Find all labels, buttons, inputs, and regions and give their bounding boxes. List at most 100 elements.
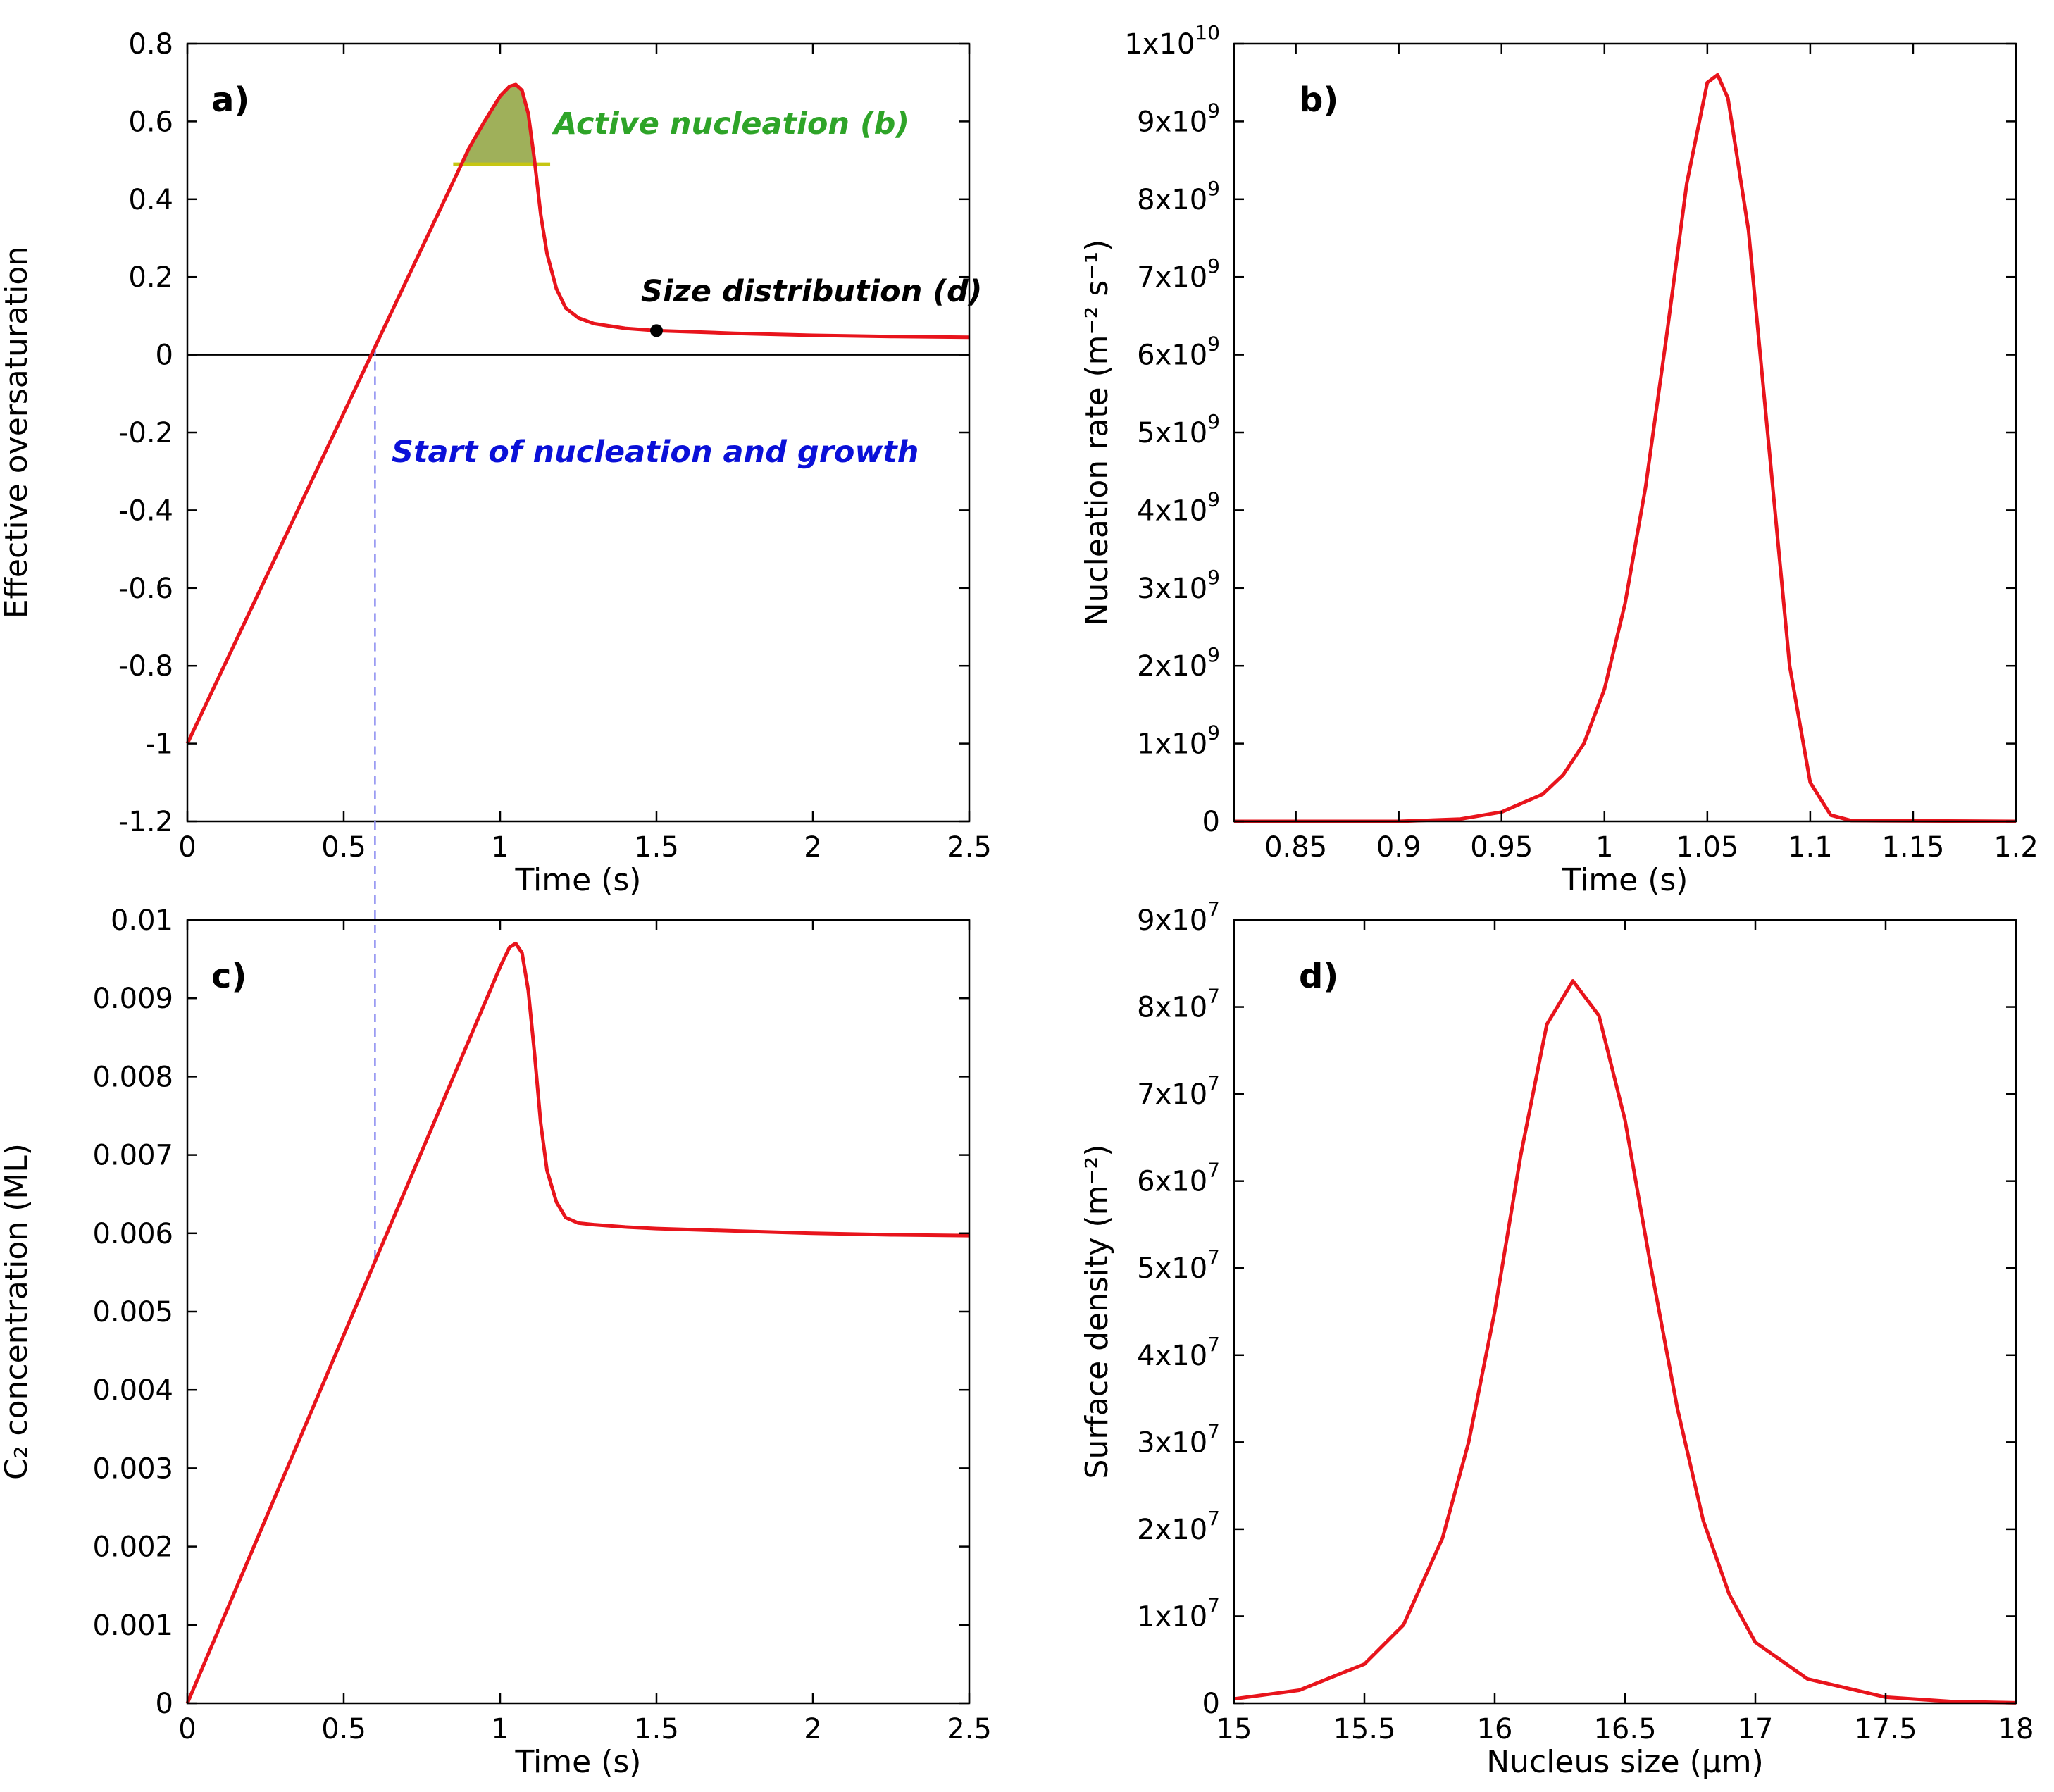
x-tick-label: 2.5 — [947, 831, 992, 864]
panel-label: b) — [1299, 80, 1338, 120]
x-tick-label: 0.85 — [1264, 831, 1327, 864]
y-tick-label: 6x109 — [1137, 332, 1220, 372]
y-tick-exponent: 9 — [1207, 487, 1220, 511]
y-tick-label: 1x107 — [1137, 1593, 1220, 1633]
x-tick-label: 0 — [178, 1713, 196, 1746]
series-line — [185, 82, 970, 745]
panel-label: c) — [211, 957, 247, 996]
y-tick-mantissa: 1x10 — [1124, 28, 1195, 61]
y-tick-mantissa: 8x10 — [1137, 184, 1207, 216]
annotation-active-nucleation: Active nucleation (b) — [552, 106, 909, 142]
series-line — [1233, 979, 2017, 1705]
y-tick-mantissa: 5x10 — [1137, 417, 1207, 449]
y-tick-label: -0.6 — [118, 573, 173, 605]
plot-frame — [186, 919, 971, 1705]
annotation-size-distribution: Size distribution (d) — [641, 274, 982, 309]
x-tick-label: 16 — [1477, 1713, 1513, 1746]
y-tick-mantissa: 6x10 — [1137, 1166, 1207, 1198]
x-tick-label: 1 — [491, 1713, 509, 1746]
y-tick-exponent: 7 — [1207, 1507, 1220, 1530]
y-tick-label: 0 — [1202, 806, 1220, 838]
x-tick-label: 18 — [1998, 1713, 2034, 1746]
y-tick-mantissa: 7x10 — [1137, 261, 1207, 294]
y-tick-label: 0.2 — [128, 261, 173, 294]
panel-label: a) — [211, 80, 249, 120]
y-tick-mantissa: 0 — [1202, 806, 1220, 838]
y-tick-label: -0.8 — [118, 650, 173, 683]
y-tick-label: 0.007 — [92, 1140, 173, 1172]
x-tick-label: 1.5 — [634, 1713, 679, 1746]
x-tick-label: 1.05 — [1676, 831, 1738, 864]
y-tick-mantissa: 3x10 — [1137, 573, 1207, 605]
y-tick-mantissa: 0 — [1202, 1688, 1220, 1720]
y-tick-label: 0.008 — [92, 1061, 173, 1093]
y-tick-exponent: 9 — [1207, 643, 1220, 666]
x-tick-label: 1.15 — [1881, 831, 1944, 864]
annotation-start: Start of nucleation and growth — [392, 435, 919, 470]
y-tick-label: 6x107 — [1137, 1159, 1220, 1198]
x-axis-label: Time (s) — [515, 862, 642, 898]
panel-b-chart: 0.85 0.9 0.95 1 1.05 1.1 1.15 1.201x1092x1093x1… — [1079, 21, 2039, 898]
plot-frame — [1233, 919, 2017, 1705]
y-tick-label: 0.4 — [128, 184, 173, 216]
y-tick-exponent: 7 — [1207, 897, 1220, 921]
y-tick-label: 1x109 — [1137, 721, 1220, 761]
x-tick-label: 0.9 — [1376, 831, 1421, 864]
y-tick-label: 2x109 — [1137, 643, 1220, 683]
y-tick-label: 5x109 — [1137, 410, 1220, 449]
y-tick-mantissa: 1x10 — [1137, 1600, 1207, 1633]
y-tick-exponent: 7 — [1207, 1159, 1220, 1182]
y-tick-mantissa: 4x10 — [1137, 1340, 1207, 1372]
x-tick-label: 0.5 — [321, 831, 366, 864]
y-tick-mantissa: 2x10 — [1137, 1514, 1207, 1546]
y-tick-mantissa: 5x10 — [1137, 1252, 1207, 1285]
ticks: 0 0.5 1 1.5 2 2.5 0.8 0.6 0.4 0.2 0 -0.2 -0.4 -0.6 -0.… — [118, 28, 992, 864]
y-tick-label: 9x107 — [1137, 897, 1220, 937]
y-tick-exponent: 9 — [1207, 99, 1220, 122]
y-tick-mantissa: 9x10 — [1137, 904, 1207, 937]
x-tick-label: 1 — [1595, 831, 1613, 864]
x-tick-label: 2.5 — [947, 1713, 992, 1746]
y-tick-mantissa: 9x10 — [1137, 106, 1207, 138]
panel-a-chart: 0 0.5 1 1.5 2 2.5 0.8 0.6 0.4 0.2 0 -0.2 -0.4 -0.6 -0.… — [0, 28, 992, 898]
y-tick-mantissa: 1x10 — [1137, 728, 1207, 761]
y-tick-label: 0 — [156, 340, 173, 372]
y-tick-label: 0.8 — [128, 28, 173, 61]
y-tick-label: 0 — [1202, 1688, 1220, 1720]
y-tick-exponent: 10 — [1195, 21, 1220, 44]
y-tick-label: 1x1010 — [1124, 21, 1220, 61]
y-tick-exponent: 9 — [1207, 177, 1220, 200]
x-tick-label: 17.5 — [1854, 1713, 1917, 1746]
y-axis-label: C₂ concentration (ML) — [0, 1143, 35, 1480]
y-tick-label: 5x107 — [1137, 1245, 1220, 1285]
y-tick-exponent: 7 — [1207, 1419, 1220, 1443]
x-tick-label: 15 — [1216, 1713, 1252, 1746]
y-tick-label: 0 — [156, 1688, 173, 1720]
ticks: 15 15.5 16 16.5 17 17.5 1801x1072x1073x1074x10… — [1137, 897, 2034, 1746]
y-tick-label: 0.01 — [111, 904, 173, 937]
y-tick-label: 0.002 — [92, 1531, 173, 1564]
y-tick-exponent: 7 — [1207, 1593, 1220, 1617]
ticks: 0.85 0.9 0.95 1 1.05 1.1 1.15 1.201x1092x1093x1… — [1124, 21, 2038, 864]
active-nucleation-area — [461, 85, 535, 165]
y-tick-exponent: 7 — [1207, 1245, 1220, 1269]
y-tick-label: 3x107 — [1137, 1419, 1220, 1459]
panel-label: d) — [1299, 957, 1338, 996]
y-tick-label: -1 — [145, 728, 173, 761]
y-tick-label: 0.009 — [92, 983, 173, 1015]
y-tick-label: 0.006 — [92, 1218, 173, 1250]
ticks: 0 0.5 1 1.5 2 2.5 0.01 0.009 0.008 0.007 0.006 0.00… — [92, 904, 991, 1746]
y-tick-label: -0.2 — [118, 417, 173, 449]
x-axis-label: Time (s) — [515, 1744, 642, 1780]
panel-c-chart: 0 0.5 1 1.5 2 2.5 0.01 0.009 0.008 0.007 0.006 0.00… — [0, 821, 992, 1780]
y-tick-exponent: 9 — [1207, 254, 1220, 278]
y-tick-mantissa: 6x10 — [1137, 340, 1207, 372]
x-tick-label: 2 — [804, 1713, 821, 1746]
y-tick-label: 0.6 — [128, 106, 173, 138]
x-tick-label: 1.1 — [1788, 831, 1833, 864]
y-tick-mantissa: 2x10 — [1137, 650, 1207, 683]
y-tick-mantissa: 7x10 — [1137, 1078, 1207, 1111]
x-tick-label: 1 — [491, 831, 509, 864]
y-tick-exponent: 9 — [1207, 721, 1220, 745]
